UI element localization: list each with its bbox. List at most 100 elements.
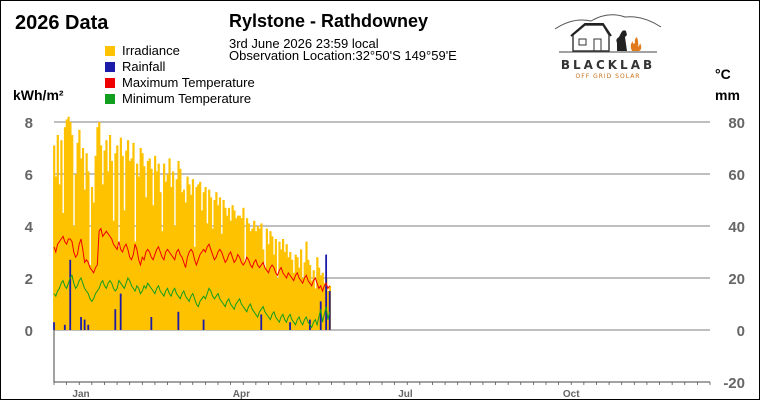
irradiance-bar [76,142,79,330]
irradiance-bar [318,267,321,330]
rainfall-bar [328,291,331,330]
irradiance-bar [242,207,245,330]
irradiance-bar [121,155,124,330]
irradiance-bar [166,174,169,330]
irradiance-bar [172,171,175,330]
irradiance-bar [289,252,292,330]
irradiance-bar [281,239,285,330]
month-label: Jul [398,389,413,399]
irradiance-bar [280,249,283,330]
irradiance-bar [199,181,202,330]
irradiance-bar [89,265,92,330]
irradiance-bar [83,189,86,330]
irradiance-bar [155,171,159,330]
irradiance-bar [105,140,108,330]
legend-swatch-rainfall [105,62,115,72]
irradiance-bar [96,127,99,330]
right-axis-label-rain: mm [715,87,740,103]
rainfall-bar [83,319,86,330]
irradiance-bar [112,220,115,330]
irradiance-bar [161,231,164,330]
irradiance-bar [206,223,209,330]
irradiance-bar [81,148,85,330]
left-tick-label: 4 [25,219,34,236]
irradiance-bar [71,135,74,330]
irradiance-bar [67,116,70,330]
irradiance-bar [116,145,119,330]
irradiance-bar [267,244,270,330]
irradiance-bar [159,192,162,330]
irradiance-bar [175,179,178,330]
irradiance-bar [287,257,290,330]
legend-swatch-irradiance [105,46,115,56]
irradiance-bar [141,153,144,330]
irradiance-bar [143,166,146,330]
irradiance-bar [181,192,184,330]
irradiance-bar [128,161,131,330]
rainfall-bar [260,314,263,330]
irradiance-bar [119,137,122,330]
irradiance-bar [316,257,319,330]
station-name: Rylstone - Rathdowney [229,11,429,31]
month-label: Jan [72,389,89,399]
irradiance-bar [260,223,263,330]
irradiance-bar [309,265,312,330]
logo-brand-text: BLACKLAB [560,58,656,72]
temperature-lines [53,227,331,329]
rainfall-bar [87,324,90,330]
legend-label: Irradiance [122,43,180,58]
irradiance-bar [94,155,97,330]
irradiance-bar [195,187,198,330]
irradiance-bar [231,205,234,330]
irradiance-bar [244,262,247,330]
irradiance-bar [278,241,281,330]
irradiance-bar [186,176,189,330]
irradiance-bar [283,252,286,330]
logo-tagline-text: OFF GRID SOLAR [575,73,641,80]
irradiance-bar [265,228,268,330]
irradiance-bar [98,122,101,330]
irradiance-bar [103,150,106,330]
irradiance-bar [300,249,303,330]
irradiance-bar [290,259,294,330]
irradiance-bar [101,184,104,330]
legend-swatch-min-temp [105,94,115,104]
rainfall-bar [80,317,82,330]
irradiance-bar [188,184,191,330]
irradiance-bar [154,155,157,330]
irradiance-bar [310,280,314,330]
irradiance-bar [240,218,243,330]
right-tick-label: 80 [728,115,745,132]
irradiance-bar [90,187,94,330]
observation-timestamp: 3rd June 2026 23:59 local [229,36,379,51]
irradiance-bar [301,278,305,330]
irradiance-bar [72,226,76,330]
irradiance-bar [312,270,315,330]
irradiance-bar [145,197,148,330]
irradiance-bar [62,213,65,330]
irradiance-bar [132,142,135,330]
rainfall-bar [63,324,66,330]
irradiance-bar [126,140,130,330]
irradiance-bar [263,267,267,330]
left-tick-label: 2 [25,271,33,288]
irradiance-bar [63,127,67,330]
left-tick-label: 6 [25,167,33,184]
irradiance-bar [80,158,83,330]
irradiance-bar [224,207,227,330]
irradiance-bar [323,283,326,330]
irradiance-bar [85,153,88,330]
right-tick-label: 20 [728,271,745,288]
irradiance-bar [213,200,216,330]
irradiance-bar [146,161,150,330]
month-label: Oct [563,389,580,399]
rainfall-bar [53,322,55,330]
left-axis-label: kWh/m² [13,87,64,103]
irradiance-bar [190,194,193,330]
irradiance-bar [314,288,317,330]
irradiance-bar [233,210,236,330]
irradiance-bar [271,236,274,330]
irradiance-bar [229,220,232,330]
cabin-dog-icon [554,14,662,53]
